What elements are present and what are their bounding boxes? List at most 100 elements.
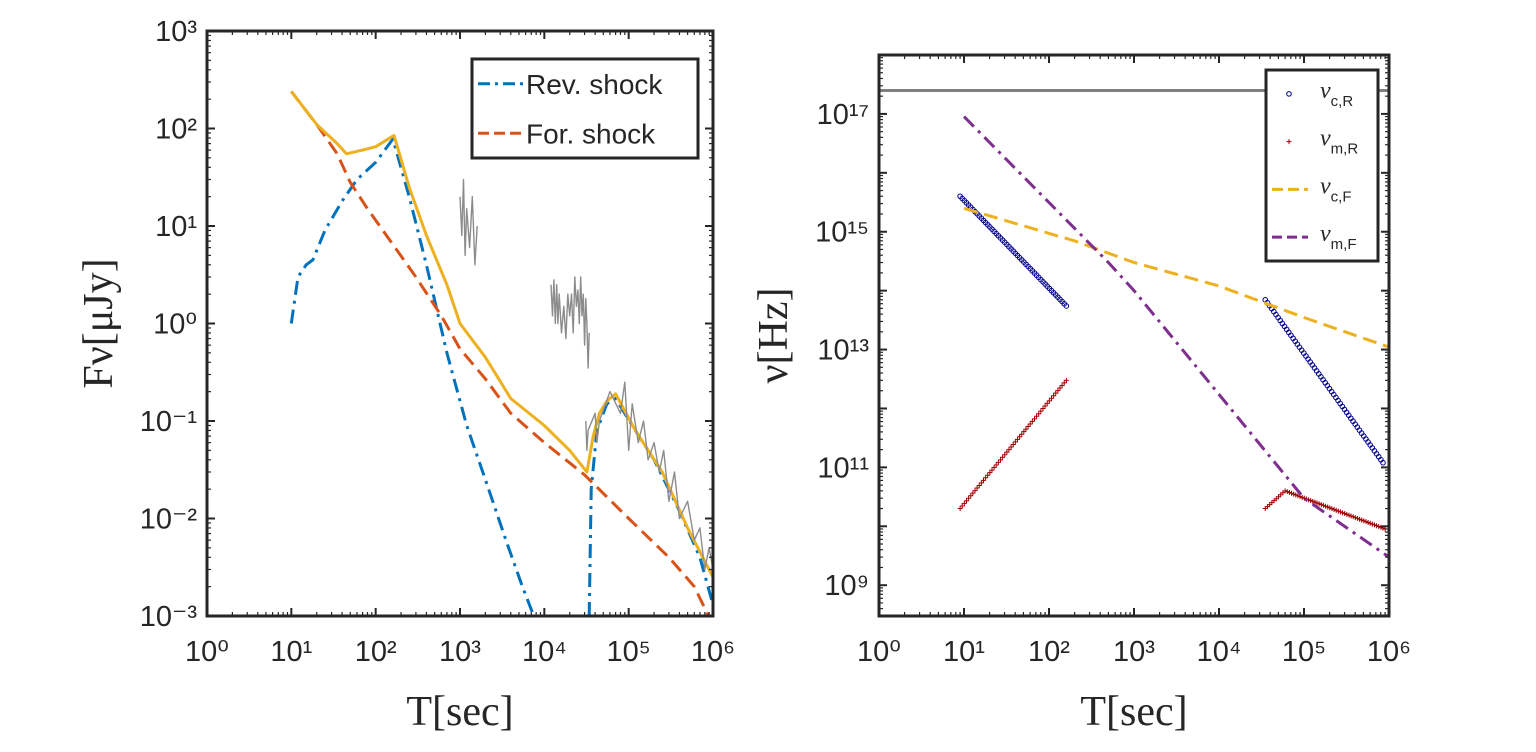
x-axis-label: T[sec] [406, 689, 513, 735]
data-point [1059, 382, 1065, 388]
y-tick-label: 10¹⁵ [815, 217, 869, 249]
data-point [1027, 421, 1033, 427]
data-point [1046, 398, 1052, 404]
x-tick-label: 10¹ [270, 636, 312, 668]
data-point [963, 498, 969, 504]
series-model-2 [290, 90, 713, 578]
data-point [957, 506, 963, 512]
series-line [550, 276, 590, 369]
x-tick-label: 10⁰ [185, 636, 229, 668]
legend-marker [1286, 91, 1292, 97]
data-point [974, 485, 980, 491]
data-point [997, 457, 1003, 463]
y-tick-label: 10¹¹ [817, 452, 869, 484]
data-point [980, 477, 986, 483]
data-point [1061, 380, 1067, 386]
data-point [1019, 431, 1025, 437]
data-point [1034, 413, 1040, 419]
legend-marker [1286, 139, 1292, 145]
y-tick-label: 10⁹ [824, 570, 869, 602]
y-tick-label: 10⁻¹ [140, 406, 198, 438]
data-point [972, 488, 978, 494]
data-point [1048, 395, 1054, 401]
data-point [1036, 411, 1042, 417]
x-tick-label: 10³ [439, 636, 481, 668]
data-point [1006, 447, 1012, 453]
series--c-r-0 [957, 193, 1386, 466]
data-point [1038, 408, 1044, 414]
data-point [1008, 444, 1014, 450]
data-point [1029, 418, 1035, 424]
data-point [1023, 426, 1029, 432]
x-tick-label: 10⁶ [1367, 636, 1411, 668]
data-point [1063, 377, 1069, 383]
legend-box [470, 57, 700, 160]
data-point [966, 495, 972, 501]
data-point [976, 482, 982, 488]
data-point [989, 467, 995, 473]
data-point [1040, 406, 1046, 412]
y-tick-label: 10⁰ [153, 309, 197, 341]
series-line [963, 206, 1389, 349]
data-point [1042, 403, 1048, 409]
series-line [962, 115, 1389, 559]
data-point [985, 472, 991, 478]
data-point [1055, 388, 1061, 394]
data-point [978, 480, 984, 486]
x-tick-label: 10⁴ [1197, 636, 1242, 668]
legend-label: νm,R [1320, 126, 1358, 158]
series--m-f-3 [962, 115, 1389, 559]
y-axis-label: ν[Hz] [751, 288, 797, 384]
data-point [991, 465, 997, 471]
data-point [1031, 416, 1037, 422]
legend-label: For. shock [526, 118, 656, 149]
x-tick-label: 10⁶ [691, 636, 735, 668]
data-point [1053, 390, 1059, 396]
legend-label: νc,R [1320, 78, 1353, 110]
series--m-r-1 [957, 377, 1388, 532]
data-point [993, 462, 999, 468]
data-point [970, 490, 976, 496]
y-tick-label: 10³ [155, 16, 197, 48]
data-point [1044, 400, 1050, 406]
data-point [983, 475, 989, 481]
panel-2: 10⁰ 10¹ 10² 10³ 10⁴ 10⁵ 10⁶ 10⁹ 10¹¹ 10¹³ 10¹⁵ 10¹⁷… [751, 53, 1411, 735]
data-point [1021, 429, 1027, 435]
data-point [1014, 436, 1020, 442]
x-tick-label: 10⁵ [607, 636, 651, 668]
series-observed-3 [459, 178, 713, 571]
x-tick-label: 10⁴ [522, 636, 567, 668]
data-point [959, 503, 965, 509]
y-tick-label: 10¹ [155, 211, 197, 243]
data-point [995, 459, 1001, 465]
legend: Rev. shock For. shock [470, 57, 700, 160]
legend-label: νm,F [1320, 221, 1356, 253]
data-point [968, 493, 974, 499]
x-axis-label: T[sec] [1080, 689, 1187, 735]
y-tick-label: 10¹⁷ [817, 99, 869, 131]
legend-label: Rev. shock [526, 69, 663, 100]
y-tick-label: 10⁻³ [140, 601, 198, 633]
y-axis-label: Fν[μJy] [76, 258, 122, 388]
plot-content [289, 90, 713, 616]
series-line [290, 90, 711, 616]
x-tick-label: 10⁵ [1282, 636, 1326, 668]
series-line [289, 137, 536, 616]
data-point [1057, 385, 1063, 391]
series-line [585, 381, 713, 571]
data-point [1000, 454, 1006, 460]
legend-label: νc,F [1320, 173, 1352, 205]
data-point [1002, 452, 1008, 458]
legend-box [1264, 68, 1380, 263]
data-point [1025, 424, 1031, 430]
y-tick-label: 10⁻² [140, 504, 198, 536]
series-line [290, 90, 713, 578]
panel-1: 10⁰ 10¹ 10² 10³ 10⁴ 10⁵ 10⁶ 10⁻³ 10⁻² 10⁻¹ 10⁰ 10¹ 1… [76, 16, 735, 735]
series-line [459, 178, 478, 266]
data-point [1004, 449, 1010, 455]
x-tick-label: 10⁰ [857, 636, 901, 668]
data-point [987, 470, 993, 476]
data-point [1380, 459, 1386, 466]
y-tick-label: 10² [155, 114, 197, 146]
